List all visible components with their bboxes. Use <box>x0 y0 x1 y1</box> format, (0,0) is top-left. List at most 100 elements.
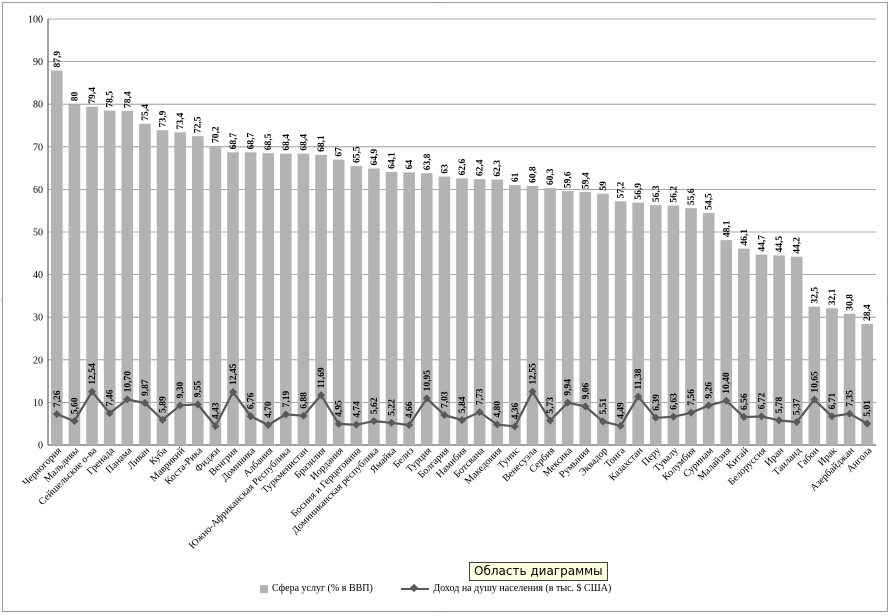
bar-34[interactable] <box>649 205 662 445</box>
bar-28[interactable] <box>544 188 556 445</box>
bar-33[interactable] <box>632 202 644 445</box>
income-point-0[interactable] <box>52 410 61 419</box>
income-point-19[interactable] <box>387 418 396 427</box>
income-point-30[interactable] <box>581 402 590 411</box>
income-point-29[interactable] <box>563 398 572 407</box>
income-point-16[interactable] <box>334 419 343 428</box>
resize-handle-right[interactable]: : <box>886 295 890 303</box>
income-point-18[interactable] <box>369 417 378 426</box>
income-point-36[interactable] <box>687 408 696 417</box>
income-point-35[interactable] <box>669 412 678 421</box>
income-point-27[interactable] <box>528 387 537 396</box>
chart-legend[interactable]: Сфера услуг (% в ВВП) Доход на душу насе… <box>260 583 637 601</box>
bar-21[interactable] <box>420 173 433 445</box>
income-point-44[interactable] <box>827 412 836 421</box>
bar-0[interactable] <box>50 70 63 446</box>
bar-16[interactable] <box>332 159 345 445</box>
income-point-39[interactable] <box>739 413 748 422</box>
bar-1[interactable] <box>68 104 81 445</box>
income-point-42[interactable] <box>792 418 801 427</box>
income-point-32[interactable] <box>616 421 625 430</box>
legend-item-bar[interactable]: Сфера услуг (% в ВВП) <box>260 583 373 594</box>
bar-15[interactable] <box>315 154 327 446</box>
bar-43[interactable] <box>808 306 821 445</box>
bar-32[interactable] <box>614 201 627 445</box>
bar-11[interactable] <box>244 152 257 445</box>
bar-6[interactable] <box>156 130 169 445</box>
bar-31[interactable] <box>597 193 609 445</box>
income-point-22[interactable] <box>440 411 449 420</box>
income-point-3[interactable] <box>105 409 114 418</box>
income-point-23[interactable] <box>458 416 466 425</box>
income-point-34[interactable] <box>651 413 660 422</box>
income-point-31[interactable] <box>598 417 607 426</box>
bar-5[interactable] <box>139 123 151 446</box>
income-point-38[interactable] <box>722 396 731 405</box>
bar-46[interactable] <box>861 324 874 445</box>
bar-19[interactable] <box>385 171 398 445</box>
bar-22[interactable] <box>438 176 451 445</box>
income-point-4[interactable] <box>123 395 132 404</box>
resize-handle-top[interactable]: ···· <box>431 0 444 7</box>
bar-14[interactable] <box>297 153 310 445</box>
income-point-17[interactable] <box>352 420 361 429</box>
income-point-40[interactable] <box>757 412 766 421</box>
income-point-26[interactable] <box>510 422 519 431</box>
bar-45[interactable] <box>843 313 856 445</box>
income-point-20[interactable] <box>405 421 414 430</box>
bar-10[interactable] <box>227 152 239 445</box>
income-point-2[interactable] <box>88 387 97 396</box>
bar-26[interactable] <box>509 185 521 445</box>
bar-29[interactable] <box>561 191 574 445</box>
bar-27[interactable] <box>526 185 539 445</box>
income-point-10[interactable] <box>228 387 237 396</box>
bar-35[interactable] <box>667 205 680 445</box>
bar-36[interactable] <box>685 208 697 445</box>
bar-3[interactable] <box>103 110 116 445</box>
income-point-5[interactable] <box>140 398 149 407</box>
income-point-33[interactable] <box>634 392 643 401</box>
bar-4[interactable] <box>121 111 134 446</box>
income-point-25[interactable] <box>493 420 502 429</box>
income-point-21[interactable] <box>422 394 431 403</box>
bar-8[interactable] <box>191 136 204 445</box>
income-point-46[interactable] <box>863 419 872 428</box>
bar-39[interactable] <box>738 248 750 445</box>
bar-23[interactable] <box>456 178 468 445</box>
bar-30[interactable] <box>579 191 592 445</box>
bar-7[interactable] <box>174 132 186 446</box>
income-point-14[interactable] <box>299 411 308 420</box>
bar-38[interactable] <box>720 240 733 445</box>
income-point-7[interactable] <box>176 401 185 410</box>
bar-42[interactable] <box>790 256 803 445</box>
income-point-43[interactable] <box>810 395 819 404</box>
income-point-8[interactable] <box>193 400 202 409</box>
bar-17[interactable] <box>350 165 363 445</box>
bar-24[interactable] <box>473 179 486 445</box>
income-point-13[interactable] <box>281 410 290 419</box>
income-point-28[interactable] <box>546 416 555 425</box>
income-point-1[interactable] <box>70 417 79 426</box>
income-point-11[interactable] <box>246 412 255 421</box>
bar-40[interactable] <box>755 254 768 445</box>
income-point-15[interactable] <box>317 391 326 400</box>
income-point-24[interactable] <box>475 408 484 417</box>
income-point-45[interactable] <box>845 409 854 418</box>
income-point-6[interactable] <box>158 415 167 424</box>
resize-handle-left[interactable]: : <box>0 295 4 303</box>
income-point-41[interactable] <box>775 416 784 425</box>
bar-12[interactable] <box>262 153 275 445</box>
bar-37[interactable] <box>702 212 715 445</box>
bar-13[interactable] <box>280 153 292 445</box>
bar-9[interactable] <box>209 145 222 445</box>
bar-25[interactable] <box>491 179 504 446</box>
income-point-9[interactable] <box>211 422 220 431</box>
income-point-37[interactable] <box>704 401 713 410</box>
bar-18[interactable] <box>368 168 380 445</box>
income-point-12[interactable] <box>264 420 273 429</box>
bar-20[interactable] <box>403 172 415 446</box>
bar-2[interactable] <box>86 106 98 446</box>
resize-handle-bottom[interactable]: ···· <box>431 608 444 616</box>
